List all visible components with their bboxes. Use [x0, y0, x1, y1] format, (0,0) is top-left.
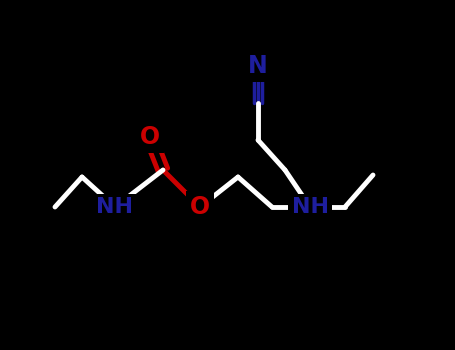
- Text: O: O: [190, 195, 210, 219]
- Text: O: O: [140, 125, 160, 149]
- Text: NH: NH: [292, 197, 329, 217]
- Text: N: N: [248, 54, 268, 78]
- Text: NH: NH: [96, 197, 133, 217]
